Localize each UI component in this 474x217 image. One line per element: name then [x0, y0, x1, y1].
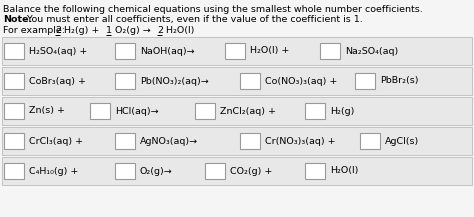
Text: H₂SO₄(aq) +: H₂SO₄(aq) + [29, 46, 87, 56]
Text: CO₂(g) +: CO₂(g) + [230, 166, 273, 176]
Text: PbBr₂(s): PbBr₂(s) [380, 77, 419, 85]
Bar [305, 103, 325, 119]
Text: Na₂SO₄(aq): Na₂SO₄(aq) [345, 46, 398, 56]
Text: H₂O(l) +: H₂O(l) + [250, 46, 289, 56]
Bar [360, 133, 380, 149]
Text: H₂O(l): H₂O(l) [330, 166, 358, 176]
Bar [225, 43, 245, 59]
Bar [2, 37, 472, 65]
Bar [4, 163, 24, 179]
Text: Co(NO₃)₃(aq) +: Co(NO₃)₃(aq) + [265, 77, 337, 85]
Text: 2: 2 [157, 26, 163, 35]
Text: HCl(aq)→: HCl(aq)→ [115, 107, 159, 115]
Text: 1: 1 [106, 26, 112, 35]
Bar [115, 73, 135, 89]
Text: Balance the following chemical equations using the smallest whole number coeffic: Balance the following chemical equations… [3, 5, 423, 14]
Bar [115, 43, 135, 59]
Bar [320, 43, 340, 59]
Bar [4, 43, 24, 59]
Bar [205, 163, 225, 179]
Bar [2, 127, 472, 155]
Text: You must enter all coefficients, even if the value of the coefficient is 1.: You must enter all coefficients, even if… [24, 15, 363, 24]
Bar [4, 73, 24, 89]
Text: Note:: Note: [3, 15, 32, 24]
Text: CrCl₃(aq) +: CrCl₃(aq) + [29, 136, 83, 146]
Bar [115, 163, 135, 179]
Bar [195, 103, 215, 119]
Bar [115, 133, 135, 149]
Text: For example:: For example: [3, 26, 68, 35]
Text: Pb(NO₃)₂(aq)→: Pb(NO₃)₂(aq)→ [140, 77, 209, 85]
Bar [240, 133, 260, 149]
Text: O₂(g) →: O₂(g) → [112, 26, 154, 35]
Bar [305, 163, 325, 179]
Bar [2, 67, 472, 95]
Text: AgNO₃(aq)→: AgNO₃(aq)→ [140, 136, 198, 146]
Text: NaOH(aq)→: NaOH(aq)→ [140, 46, 195, 56]
Text: ZnCl₂(aq) +: ZnCl₂(aq) + [220, 107, 276, 115]
Text: Zn(s) +: Zn(s) + [29, 107, 65, 115]
Bar [4, 133, 24, 149]
Text: H₂(g) +: H₂(g) + [61, 26, 102, 35]
Text: AgCl(s): AgCl(s) [385, 136, 419, 146]
Text: Cr(NO₃)₃(aq) +: Cr(NO₃)₃(aq) + [265, 136, 336, 146]
Text: CoBr₃(aq) +: CoBr₃(aq) + [29, 77, 86, 85]
Text: H₂O(l): H₂O(l) [163, 26, 194, 35]
Text: H₂(g): H₂(g) [330, 107, 355, 115]
Bar [90, 103, 110, 119]
Text: C₄H₁₀(g) +: C₄H₁₀(g) + [29, 166, 78, 176]
Bar [2, 97, 472, 125]
Text: O₂(g)→: O₂(g)→ [140, 166, 173, 176]
Bar [2, 157, 472, 185]
Bar [4, 103, 24, 119]
Bar [355, 73, 375, 89]
Bar [240, 73, 260, 89]
Text: 2: 2 [55, 26, 61, 35]
